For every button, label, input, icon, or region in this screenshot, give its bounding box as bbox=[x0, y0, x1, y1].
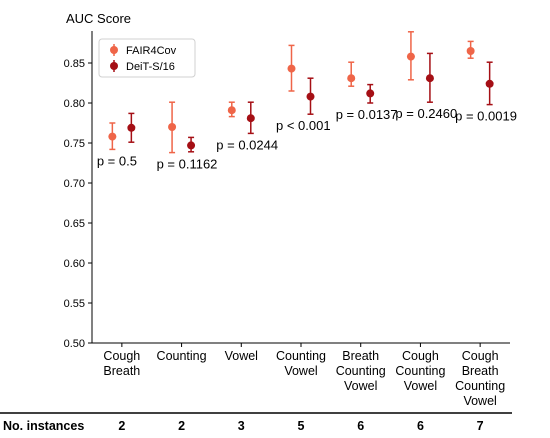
data-point bbox=[366, 89, 375, 98]
x-category-label: Vowel bbox=[225, 349, 258, 363]
x-category-line: Vowel bbox=[284, 364, 317, 378]
y-tick-label: 0.55 bbox=[64, 298, 85, 310]
instances-label: No. instances bbox=[3, 419, 84, 433]
data-point bbox=[187, 141, 196, 150]
x-category-label: Cough Breath Counting Vowel bbox=[455, 349, 505, 408]
data-point bbox=[485, 79, 494, 88]
x-category-line: Counting bbox=[157, 349, 207, 363]
instance-count: 6 bbox=[357, 419, 364, 433]
data-point bbox=[347, 74, 356, 83]
legend-label: FAIR4Cov bbox=[126, 45, 177, 57]
data-point bbox=[168, 123, 177, 131]
y-tick-label: 0.70 bbox=[64, 178, 85, 190]
y-tick-label: 0.60 bbox=[64, 258, 85, 270]
p-value-label: p < 0.001 bbox=[276, 118, 331, 133]
data-point bbox=[227, 106, 236, 115]
x-category-line: Counting bbox=[276, 349, 326, 363]
legend-label: DeiT-S/16 bbox=[126, 61, 175, 73]
x-category-label: Cough Breath bbox=[103, 349, 140, 378]
legend-marker bbox=[110, 46, 118, 54]
x-category-line: Vowel bbox=[404, 379, 437, 393]
instance-count: 5 bbox=[298, 419, 305, 433]
x-category-label: Counting bbox=[157, 349, 207, 363]
data-point bbox=[466, 47, 475, 55]
y-tick-label: 0.85 bbox=[64, 58, 85, 70]
p-value-label: p = 0.0137 bbox=[336, 107, 398, 122]
instance-count: 7 bbox=[477, 419, 484, 433]
y-tick-label: 0.75 bbox=[64, 138, 85, 150]
x-category-line: Cough bbox=[103, 349, 140, 363]
x-category-line: Breath bbox=[103, 364, 140, 378]
x-category-line: Vowel bbox=[225, 349, 258, 363]
instance-count: 6 bbox=[417, 419, 424, 433]
y-ticks: 0.50 0.55 0.60 0.65 0.70 0.75 0.80 0.85 bbox=[64, 58, 92, 350]
x-category-label: Breath Counting Vowel bbox=[336, 349, 386, 393]
legend-marker bbox=[110, 62, 118, 70]
data-point bbox=[108, 132, 117, 141]
data-point bbox=[425, 74, 434, 83]
p-value-label: p = 0.0019 bbox=[455, 109, 517, 124]
data-point bbox=[246, 114, 255, 123]
x-category-line: Breath bbox=[342, 349, 379, 363]
data-points bbox=[108, 47, 494, 150]
p-value-label: p = 0.0244 bbox=[216, 137, 278, 152]
instance-count: 2 bbox=[118, 419, 125, 433]
data-point bbox=[287, 64, 296, 73]
p-value-label: p = 0.2460 bbox=[395, 106, 457, 121]
instances-row: No. instances 2 2 3 5 6 6 7 bbox=[0, 412, 512, 433]
p-value-label: p = 0.1162 bbox=[157, 157, 218, 172]
x-category-line: Breath bbox=[462, 364, 499, 378]
y-tick-label: 0.80 bbox=[64, 98, 85, 110]
data-point bbox=[306, 92, 315, 101]
y-axis-label: AUC Score bbox=[66, 11, 131, 26]
legend-frame bbox=[98, 38, 196, 78]
data-point bbox=[127, 123, 136, 132]
x-category-line: Vowel bbox=[344, 379, 377, 393]
x-category-line: Counting bbox=[336, 364, 386, 378]
y-tick-label: 0.50 bbox=[64, 338, 85, 350]
x-category-label: Counting Vowel bbox=[276, 349, 326, 378]
data-point bbox=[406, 52, 415, 61]
instance-count: 2 bbox=[178, 419, 185, 433]
x-category-line: Counting bbox=[395, 364, 445, 378]
x-category-line: Counting bbox=[455, 379, 505, 393]
x-category-line: Cough bbox=[462, 349, 499, 363]
legend: FAIR4Cov DeiT-S/16 bbox=[98, 38, 196, 78]
x-category-line: Vowel bbox=[463, 394, 496, 408]
x-category-label: Cough Counting Vowel bbox=[395, 349, 445, 393]
p-value-annotations: p = 0.5 p = 0.1162 p = 0.0244 p < 0.001 p = … bbox=[97, 106, 517, 171]
instance-count: 3 bbox=[238, 419, 245, 433]
p-value-label: p = 0.5 bbox=[97, 153, 137, 168]
plot-axes bbox=[91, 31, 510, 344]
y-tick-label: 0.65 bbox=[64, 218, 85, 230]
x-category-line: Cough bbox=[402, 349, 439, 363]
